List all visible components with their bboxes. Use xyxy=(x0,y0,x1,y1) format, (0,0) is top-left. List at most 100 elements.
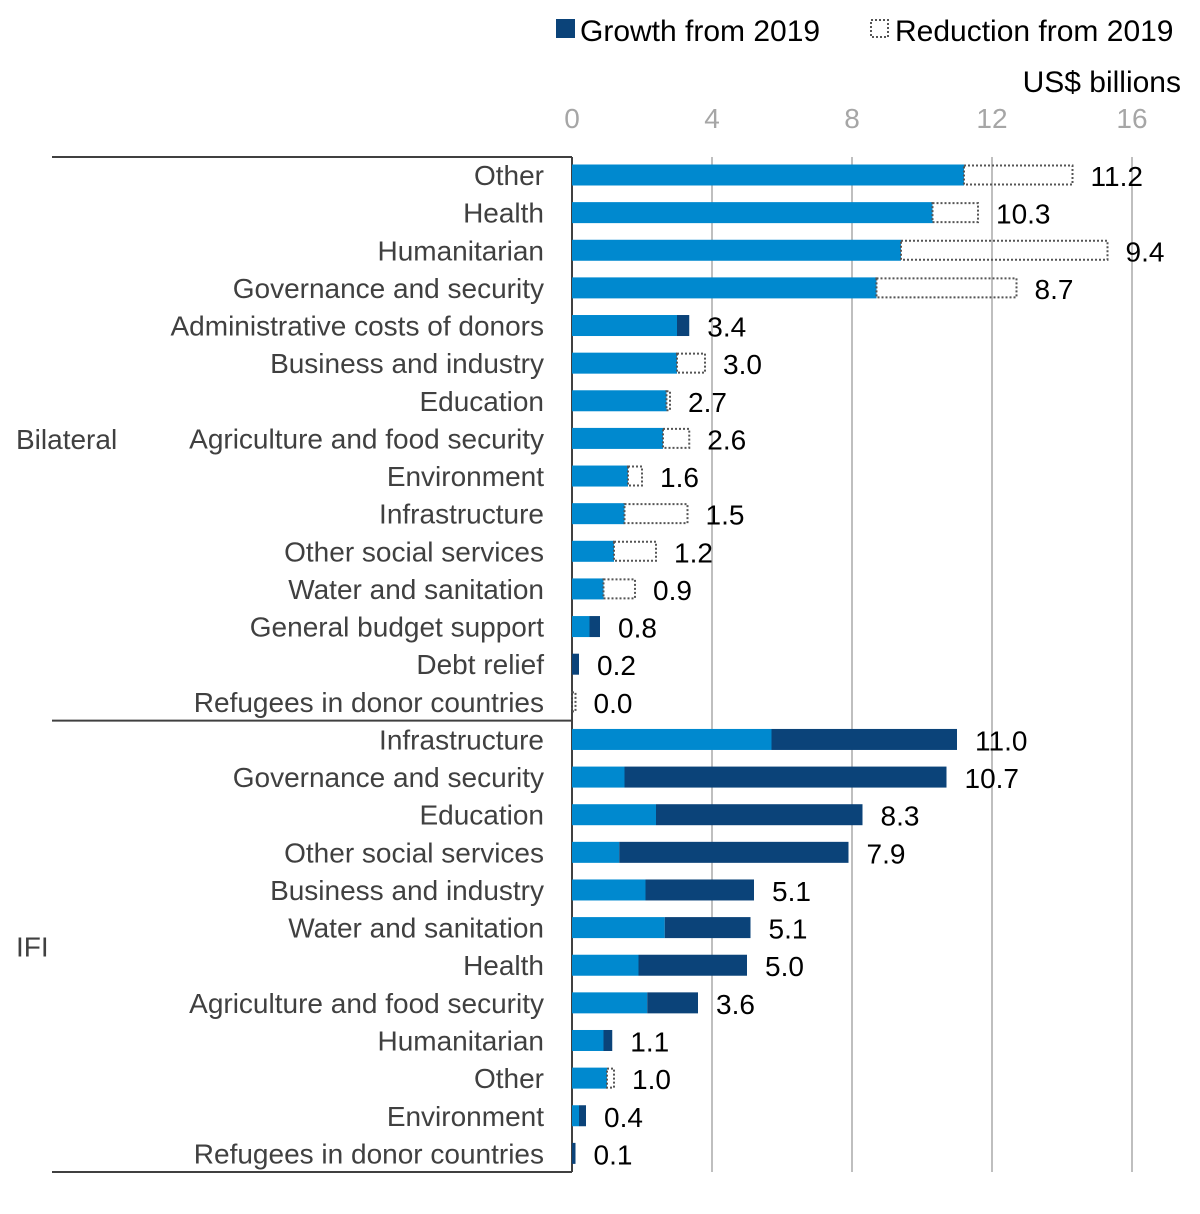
category-label: Health xyxy=(463,198,544,229)
category-label: Business and industry xyxy=(270,875,544,906)
bar-base xyxy=(572,239,901,261)
category-label: Governance and security xyxy=(233,273,544,304)
category-label: Other social services xyxy=(284,536,544,567)
bar-base xyxy=(572,1067,607,1089)
value-label: 8.3 xyxy=(881,801,920,832)
category-label: Environment xyxy=(387,1101,544,1132)
legend: Growth from 2019 Reduction from 2019 xyxy=(556,15,1174,48)
category-label: Education xyxy=(419,386,544,417)
bar-reduction xyxy=(623,503,689,525)
value-label: 0.4 xyxy=(604,1102,643,1133)
gridlines xyxy=(571,157,1133,1172)
bar-base xyxy=(572,315,677,337)
value-label: 2.6 xyxy=(707,424,746,455)
bar-growth xyxy=(603,1029,613,1051)
group-label: Bilateral xyxy=(16,424,117,455)
category-label: Environment xyxy=(387,461,544,492)
bar-growth xyxy=(579,1105,586,1127)
unit-label: US$ billions xyxy=(1023,66,1181,99)
value-label: 11.2 xyxy=(1091,161,1143,192)
value-label: 7.9 xyxy=(867,838,906,869)
bar-reduction xyxy=(602,578,636,600)
bar-base xyxy=(572,352,677,374)
category-label: Refugees in donor countries xyxy=(194,1138,544,1169)
bar-growth xyxy=(572,1142,576,1164)
category-label: Other xyxy=(474,1063,544,1094)
value-label: 3.0 xyxy=(723,349,762,380)
value-label: 9.4 xyxy=(1126,236,1165,267)
category-label: Debt relief xyxy=(416,649,544,680)
bar-base xyxy=(572,202,933,224)
value-label: 10.3 xyxy=(996,199,1051,230)
category-label: Infrastructure xyxy=(379,724,544,755)
bar-base xyxy=(572,841,620,863)
x-tick-label: 12 xyxy=(976,103,1007,134)
bar-base xyxy=(572,954,639,976)
bar-growth xyxy=(624,766,947,788)
group-label: IFI xyxy=(16,931,49,962)
bar-reduction xyxy=(606,1067,615,1089)
value-labels: 11.2 10.3 9.4 8.7 3.4 3.0 2.7 2.6 1.61.5 1.2 0.9 0.… xyxy=(594,161,1165,1170)
bar-growth xyxy=(664,917,751,939)
bar-base xyxy=(572,766,625,788)
bar-reduction xyxy=(613,540,657,562)
bar-reduction xyxy=(963,164,1074,186)
bar-growth xyxy=(619,841,849,863)
bar-reduction xyxy=(665,390,671,412)
bar-growth xyxy=(638,954,747,976)
bar-base xyxy=(572,578,604,600)
legend-swatch-growth xyxy=(556,19,575,38)
bar-base xyxy=(572,164,964,186)
value-label: 1.1 xyxy=(630,1026,669,1057)
bar-reduction xyxy=(875,277,1018,299)
x-tick-label: 8 xyxy=(844,103,860,134)
bar-base xyxy=(572,879,646,901)
category-label: Health xyxy=(463,950,544,981)
bar-base xyxy=(572,616,590,638)
bar-reduction xyxy=(931,202,979,224)
bar-reduction xyxy=(662,427,691,449)
bar-growth xyxy=(647,992,698,1014)
bar-reduction xyxy=(571,691,577,713)
category-label: Administrative costs of donors xyxy=(171,311,545,342)
bar-base xyxy=(572,540,614,562)
x-tick-label: 16 xyxy=(1116,103,1147,134)
bar-base xyxy=(572,465,628,487)
value-label: 0.2 xyxy=(597,650,636,681)
category-label: Agriculture and food security xyxy=(189,988,544,1019)
value-label: 11.0 xyxy=(975,725,1027,756)
bar-growth xyxy=(589,616,600,638)
x-tick-label: 4 xyxy=(704,103,720,134)
bar-base xyxy=(572,992,648,1014)
category-label: Other xyxy=(474,160,544,191)
value-label: 1.6 xyxy=(660,462,699,493)
bar-base xyxy=(572,728,772,750)
value-label: 5.1 xyxy=(772,876,811,907)
category-labels: Other Health Humanitarian Governance and se… xyxy=(171,160,545,1169)
bar-growth xyxy=(645,879,754,901)
x-tick-label: 0 xyxy=(564,103,580,134)
bar-growth xyxy=(572,653,579,675)
value-label: 0.0 xyxy=(594,688,633,719)
value-label: 0.1 xyxy=(594,1139,633,1170)
bar-growth xyxy=(771,728,957,750)
value-label: 1.2 xyxy=(674,537,713,568)
value-label: 3.6 xyxy=(716,989,755,1020)
category-label: Agriculture and food security xyxy=(189,423,544,454)
bar-base xyxy=(572,917,665,939)
category-label: Infrastructure xyxy=(379,499,544,530)
category-label: Water and sanitation xyxy=(288,574,544,605)
bar-base xyxy=(572,390,667,412)
value-label: 3.4 xyxy=(707,312,746,343)
bar-reduction xyxy=(627,465,643,487)
category-label: General budget support xyxy=(250,612,544,643)
category-label: Humanitarian xyxy=(377,235,544,266)
value-label: 0.9 xyxy=(653,575,692,606)
value-label: 1.5 xyxy=(706,500,745,531)
category-label: Education xyxy=(419,800,544,831)
bar-growth xyxy=(677,315,690,337)
legend-label-growth: Growth from 2019 xyxy=(580,15,820,48)
bar-base xyxy=(572,1029,604,1051)
